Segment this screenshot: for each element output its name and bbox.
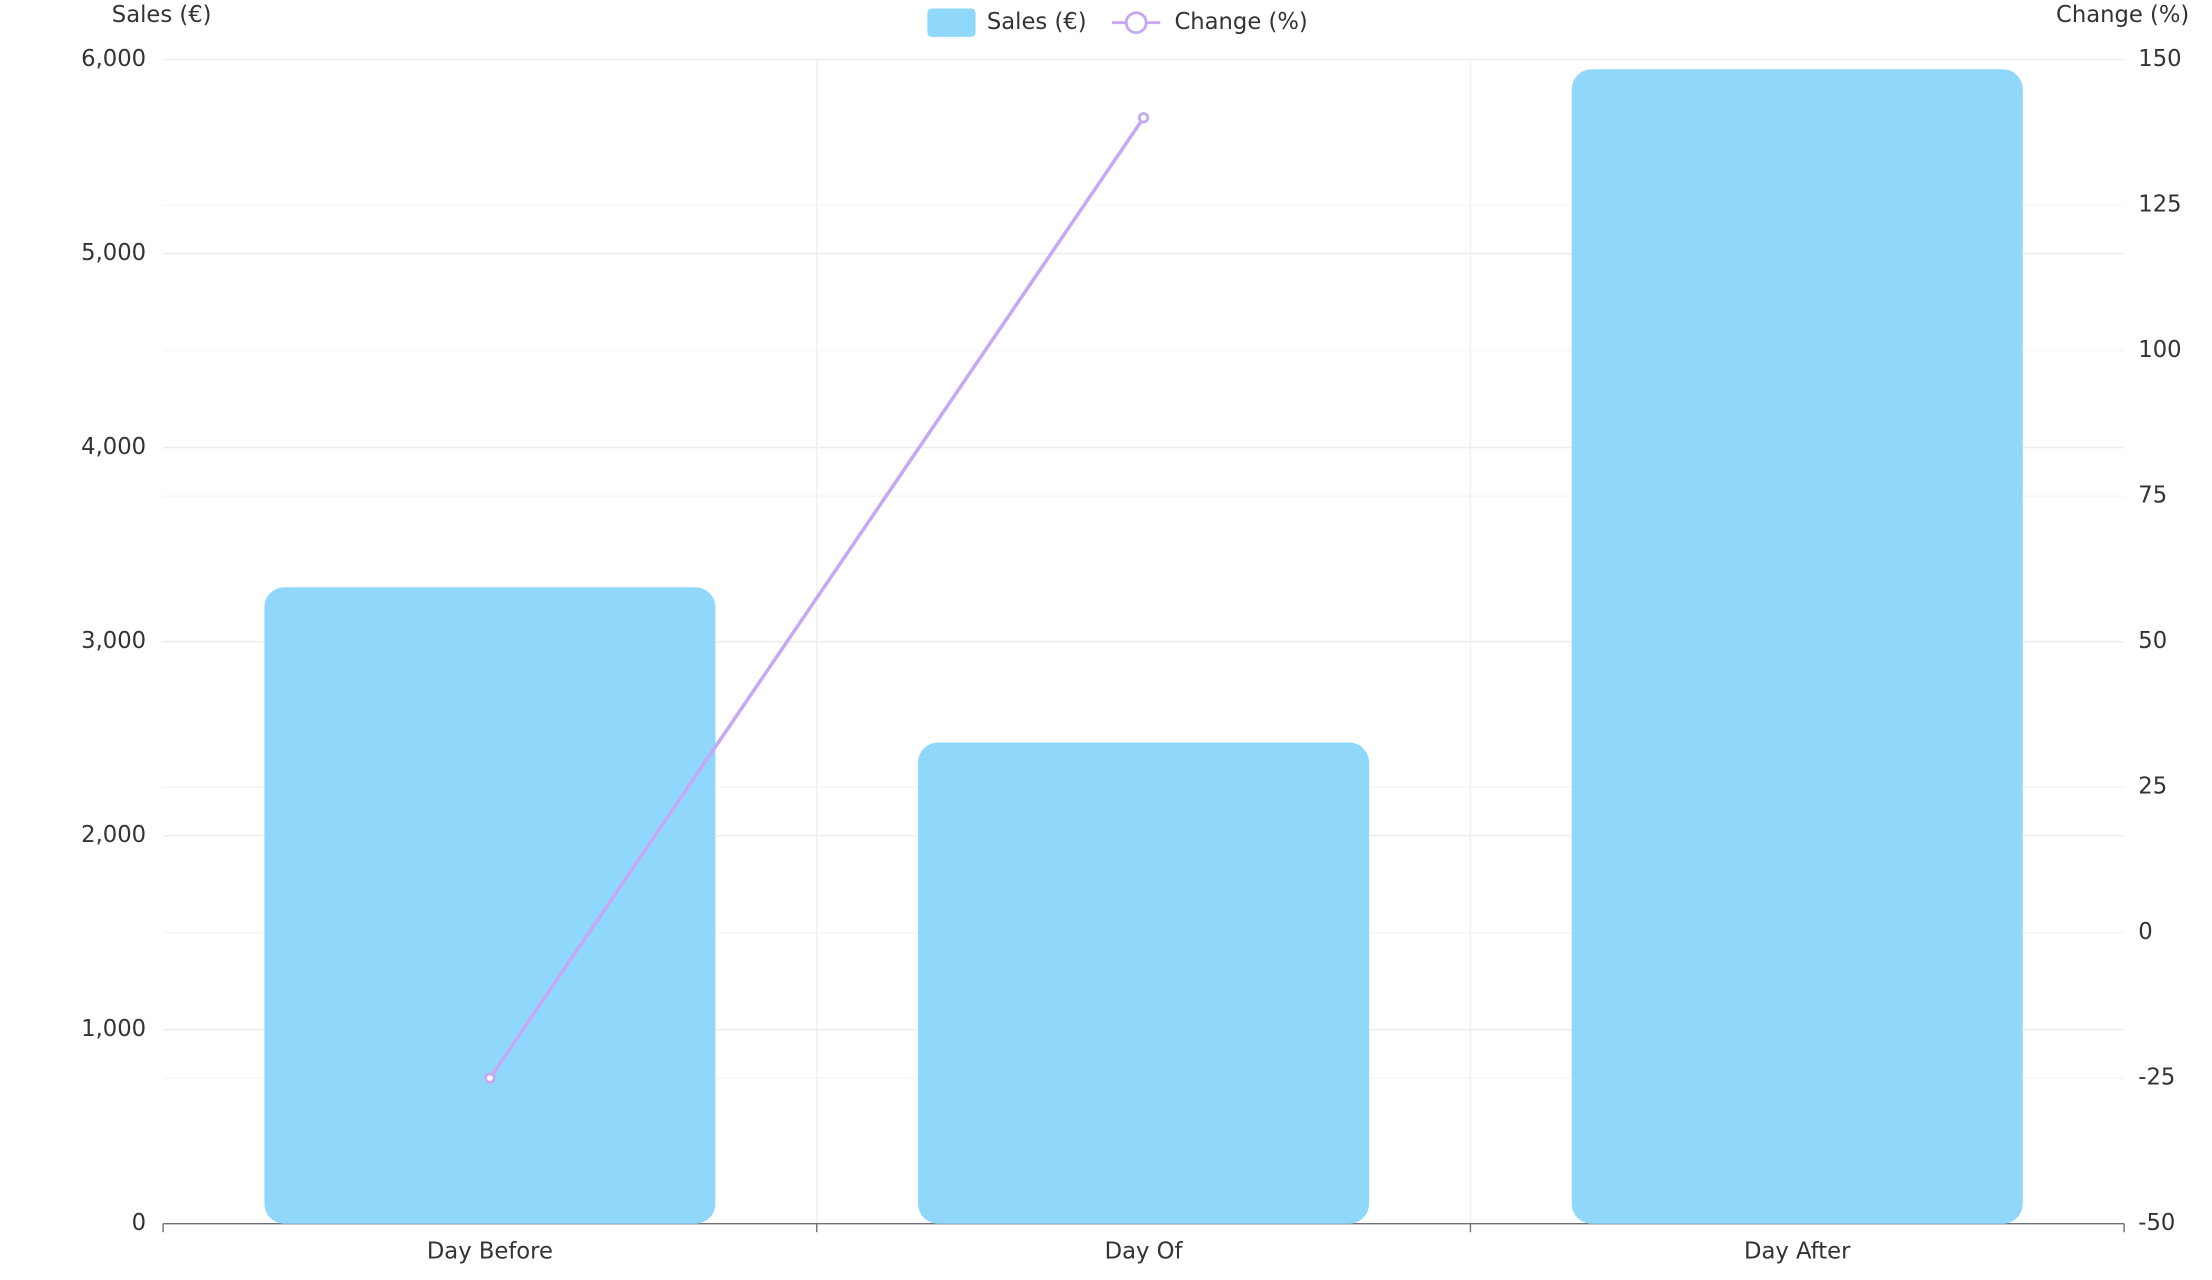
legend-marker [1124, 11, 1148, 35]
y2-tick-label: 75 [2138, 483, 2167, 509]
y2-tick-label: 50 [2138, 628, 2167, 654]
y-tick-label: 1,000 [81, 1016, 146, 1042]
bar [1571, 69, 2023, 1224]
bar [264, 587, 716, 1224]
legend-label: Change (%) [1174, 9, 1307, 35]
y2-tick-label: -50 [2138, 1210, 2175, 1236]
y2-axis-title: Change (%) [2056, 2, 2189, 28]
y-tick-label: 2,000 [81, 822, 146, 848]
y2-tick-label: 25 [2138, 774, 2167, 800]
y-axis-title: Sales (€) [112, 2, 212, 28]
y-tick-label: 5,000 [81, 240, 146, 266]
line [488, 116, 1146, 1080]
y2-tick-label: -25 [2138, 1065, 2175, 1091]
y2-tick-label: 125 [2138, 192, 2181, 218]
y2-tick-label: 150 [2138, 46, 2181, 72]
bar [918, 742, 1370, 1224]
y-tick-label: 6,000 [81, 46, 146, 72]
y-tick-label: 4,000 [81, 434, 146, 460]
x-tick-label: Day After [1744, 1239, 1851, 1265]
line-point [484, 1072, 496, 1084]
x-tick-label: Day Before [427, 1239, 553, 1265]
legend-swatch [927, 8, 976, 37]
y2-tick-label: 100 [2138, 337, 2181, 363]
y-tick-label: 0 [132, 1210, 146, 1236]
x-tick-label: Day Of [1105, 1239, 1184, 1265]
line-point [1137, 112, 1150, 124]
legend-label: Sales (€) [987, 9, 1087, 35]
y-tick-label: 3,000 [81, 628, 146, 654]
y2-tick-label: 0 [2138, 919, 2152, 945]
